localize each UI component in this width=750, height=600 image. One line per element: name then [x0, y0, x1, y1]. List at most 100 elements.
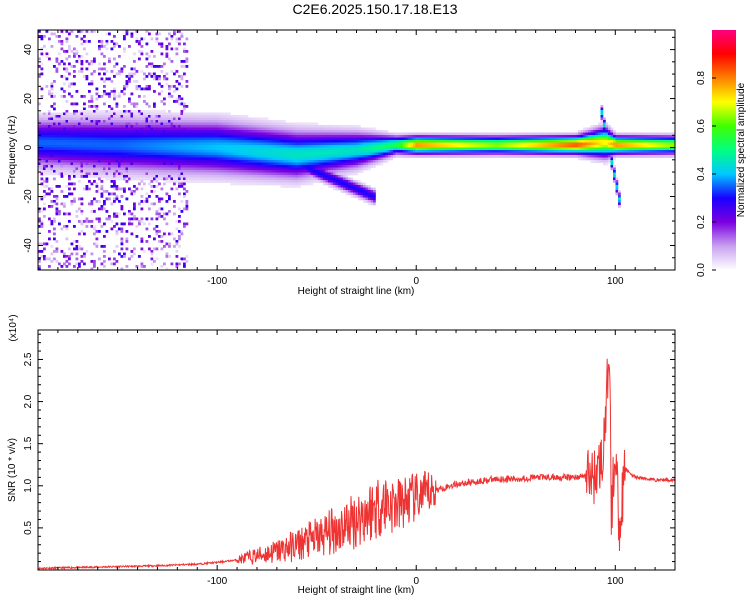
spectrogram-cell	[70, 95, 74, 98]
spectrogram-cell	[228, 157, 231, 161]
spectrogram-cell	[155, 172, 159, 176]
spectrogram-cell	[200, 147, 204, 151]
spectrogram-cell	[155, 127, 159, 131]
spectrogram-cell	[438, 135, 441, 138]
spectrogram-cell	[323, 180, 326, 183]
spectrogram-cell	[125, 122, 129, 126]
spectrogram-cell	[135, 177, 139, 181]
spectrogram-cell	[40, 167, 44, 171]
spectrogram-cell	[310, 177, 314, 181]
spectrogram-cell	[123, 122, 126, 126]
spectrogram-cell	[215, 115, 219, 118]
spectrogram-cell	[230, 177, 234, 181]
spectrogram-cell	[325, 170, 329, 173]
spectrogram-cell	[48, 150, 51, 153]
spectrogram-cell	[458, 140, 461, 143]
spectrogram-cell	[325, 167, 329, 171]
spectrogram-cell	[50, 135, 54, 138]
spectrogram-cell	[53, 137, 56, 141]
spectrogram-cell	[283, 180, 286, 183]
spectrogram-cell	[450, 155, 454, 158]
spectrogram-cell	[128, 137, 131, 141]
spectrogram-cell	[170, 170, 174, 173]
spectrogram-cell	[40, 242, 44, 246]
spectrogram-cell	[338, 145, 341, 148]
spectrogram-cell	[233, 157, 236, 161]
spectrogram-cell	[95, 170, 99, 173]
spectrogram-cell	[113, 142, 116, 146]
spectrogram-cell	[178, 237, 181, 241]
spectrogram-cell	[100, 45, 104, 48]
spectrogram-cell	[210, 142, 214, 146]
spectrogram-cell	[385, 130, 389, 133]
spectrogram-cell	[198, 115, 201, 118]
spectrogram-cell	[65, 137, 69, 141]
spectrogram-cell	[188, 120, 191, 123]
spectrogram-cell	[175, 70, 179, 73]
spectrogram-cell	[188, 125, 191, 128]
spectrogram-cell	[160, 265, 164, 268]
spectrogram-cell	[170, 112, 174, 116]
spectrogram-cell	[45, 125, 49, 128]
spectrogram-cell	[38, 30, 41, 33]
spectrogram-cell	[78, 150, 81, 153]
spectrogram-cell	[250, 157, 254, 161]
spectrogram-cell	[248, 125, 251, 128]
spectrogram-cell	[318, 125, 321, 128]
spectrogram-cell	[48, 130, 51, 133]
spectrogram-cell	[483, 142, 486, 146]
spectrogram-cell	[213, 142, 216, 146]
spectrogram-cell	[113, 115, 116, 118]
spectrogram-cell	[90, 145, 94, 148]
spectrogram-cell	[93, 227, 96, 231]
spectrogram-cell	[115, 185, 119, 188]
spectrogram-cell	[248, 170, 251, 173]
spectrogram-cell	[70, 160, 74, 163]
spectrogram-cell	[50, 132, 54, 136]
spectrogram-cell	[340, 147, 344, 151]
spectrogram-cell	[285, 157, 289, 161]
spectrogram-cell	[283, 177, 286, 181]
spectrogram-cell	[108, 192, 111, 196]
spectrogram-cell	[180, 130, 184, 133]
spectrogram-cell	[103, 80, 106, 83]
spectrogram-cell	[365, 132, 369, 136]
spectrogram-cell	[413, 152, 416, 156]
spectrogram-cell	[330, 155, 334, 158]
spectrogram-cell	[310, 122, 314, 126]
spectrogram-cell	[283, 162, 286, 166]
spectrogram-cell	[425, 155, 429, 158]
spectrogram-cell	[228, 150, 231, 153]
spectrogram-cell	[93, 127, 96, 131]
spectrogram-cell	[173, 157, 176, 161]
spectrogram-cell	[200, 160, 204, 163]
spectrogram-cell	[438, 142, 441, 146]
spectrogram-cell	[160, 130, 164, 133]
spectrogram-cell	[228, 172, 231, 176]
spectrogram-cell	[168, 255, 171, 258]
spectrogram-cell	[113, 125, 116, 128]
spectrogram-cell	[93, 172, 96, 176]
spectrogram-cell	[160, 145, 164, 148]
spectrogram-cell	[100, 127, 104, 131]
spectrogram-cell	[120, 172, 124, 176]
spectrogram-cell	[173, 172, 176, 176]
spectrogram-cell	[358, 192, 361, 196]
spectrogram-cell	[285, 175, 289, 178]
spectrogram-cell	[300, 152, 304, 156]
spectrogram-cell	[183, 127, 186, 131]
spectrogram-cell	[253, 140, 256, 143]
spectrogram-cell	[118, 127, 121, 131]
spectrogram-cell	[58, 155, 61, 158]
spectrogram-cell	[125, 137, 129, 141]
spectrogram-cell	[140, 167, 144, 171]
spectrogram-cell	[108, 57, 111, 61]
spectrogram-cell	[135, 217, 139, 221]
spectrogram-cell	[153, 177, 156, 181]
spectrogram-cell	[290, 175, 294, 178]
spectrogram-cell	[365, 130, 369, 133]
spectrogram-cell	[163, 160, 166, 163]
spectrogram-cell	[53, 155, 56, 158]
spectrogram-cell	[310, 172, 314, 176]
spectrogram-cell	[478, 140, 481, 143]
